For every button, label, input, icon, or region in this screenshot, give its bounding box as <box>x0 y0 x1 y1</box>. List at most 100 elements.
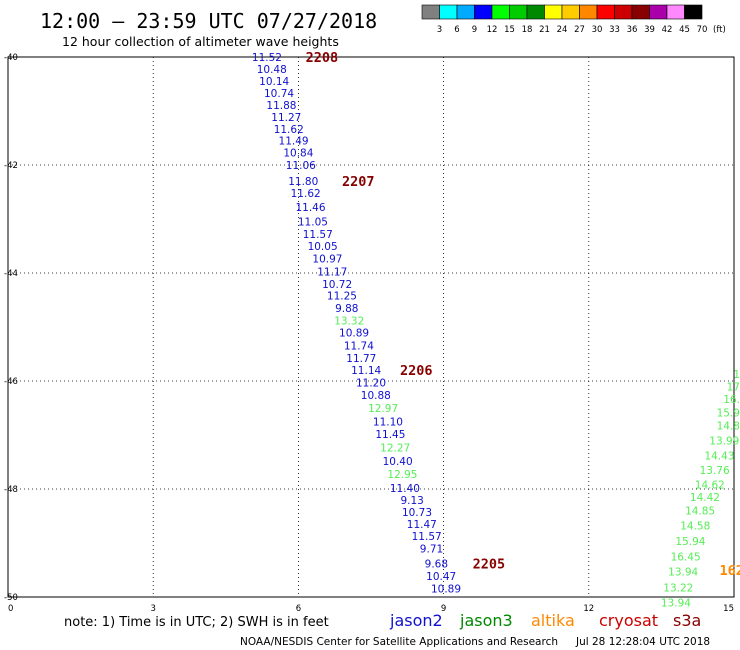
data-point-label: 11.77 <box>346 353 376 365</box>
data-point-label: 16.45 <box>671 552 701 564</box>
color-swatch <box>544 4 563 20</box>
color-swatch <box>491 4 510 20</box>
data-point-label: 13.22 <box>663 582 693 594</box>
plot-frame <box>7 56 735 598</box>
data-point-label: 11.47 <box>407 519 437 531</box>
pass-number-label: 2208 <box>306 50 339 66</box>
color-scale-label: 45 <box>679 25 690 35</box>
color-swatch <box>421 4 440 20</box>
data-point-label: 10.47 <box>426 571 456 583</box>
data-point-label: 1 <box>733 369 740 381</box>
data-point-label: 11.88 <box>266 100 296 112</box>
color-scale-label: 9 <box>472 25 477 35</box>
data-point-label: 11.10 <box>373 417 403 429</box>
data-point-label: 10.72 <box>322 279 352 291</box>
color-swatch <box>614 4 633 20</box>
footer-credit: NOAA/NESDIS Center for Satellite Applica… <box>240 636 558 648</box>
data-point-label: 10.05 <box>308 241 338 253</box>
satellite-legend: jason2 jason3 altika cryosat s3a <box>389 611 701 630</box>
color-scale-label: 30 <box>592 25 603 35</box>
x-tick-label: 9 <box>441 604 446 614</box>
data-point-label: 14.58 <box>680 521 710 533</box>
color-scale-label: 42 <box>662 25 673 35</box>
data-point-label: 14.8 <box>717 420 740 432</box>
chart-subtitle: 12 hour collection of altimeter wave hei… <box>62 34 339 49</box>
data-point-label: 12.95 <box>387 469 417 481</box>
data-point-label: 16. <box>723 394 740 406</box>
data-point-label: 9.88 <box>335 303 358 315</box>
color-scale-unit: (ft) <box>713 25 726 35</box>
color-swatch <box>684 4 703 20</box>
color-scale-label: 21 <box>539 25 550 35</box>
data-point-label: 11.74 <box>344 340 374 352</box>
data-point-label: 10.40 <box>383 456 413 468</box>
color-swatch <box>666 4 685 20</box>
x-tick-label: 12 <box>583 604 594 614</box>
data-point-label: 9.13 <box>400 495 423 507</box>
chart-axes: 0 3 6 9 12 15 -40 -42 -44 -46 -48 -50 <box>4 53 735 614</box>
data-point-label: 15.9 <box>717 407 740 419</box>
color-swatch <box>509 4 528 20</box>
data-point-label: 11.06 <box>286 160 316 172</box>
color-scale-legend: 3 6 9 12 15 18 21 24 27 30 33 36 39 42 45 70 (ft) <box>421 4 726 35</box>
data-point-label: 10.84 <box>283 148 313 160</box>
color-scale-label: 33 <box>609 25 620 35</box>
color-scale-label: 6 <box>454 25 459 35</box>
data-point-label: 11.46 <box>295 202 325 214</box>
data-point-label: 10.88 <box>361 390 391 402</box>
color-swatch <box>526 4 545 20</box>
data-point-label: 10.73 <box>402 507 432 519</box>
data-point-label: 11.62 <box>291 188 321 200</box>
data-point-label: 10.89 <box>431 583 461 595</box>
data-point-label: 11.27 <box>271 112 301 124</box>
pass-number-label: 1624 <box>719 563 740 579</box>
data-point-label: 11.52 <box>252 52 282 64</box>
color-swatch <box>439 4 458 20</box>
data-point-label: 10.97 <box>312 253 342 265</box>
y-tick-label: -50 <box>4 593 18 603</box>
y-tick-label: -40 <box>4 53 18 63</box>
footer-timestamp: Jul 28 12:28:04 UTC 2018 <box>575 636 710 648</box>
satellite-legend-altika: altika <box>531 611 575 630</box>
satellite-legend-jason2: jason2 <box>389 611 443 630</box>
data-point-label: 14.62 <box>695 480 725 492</box>
data-point-label: 13.76 <box>700 465 730 477</box>
data-point-label: 11.80 <box>288 176 318 188</box>
pass-number-label: 2206 <box>400 363 433 379</box>
color-scale-label: 24 <box>557 25 568 35</box>
y-tick-label: -42 <box>4 161 18 171</box>
data-point-label: 11.57 <box>412 531 442 543</box>
data-point-label: 9.68 <box>425 559 448 571</box>
pass-labels: 2208 2207 2206 2205 1624 <box>306 50 740 579</box>
data-point-label: 14.85 <box>685 506 715 518</box>
pass-number-label: 2205 <box>473 557 506 573</box>
color-scale-label: 3 <box>437 25 442 35</box>
data-point-label: 14.43 <box>704 451 734 463</box>
satellite-legend-jason3: jason3 <box>459 611 513 630</box>
data-point-label: 11.62 <box>274 124 304 136</box>
pass-number-label: 2207 <box>342 174 375 190</box>
color-scale-label: 12 <box>487 25 498 35</box>
data-point-label: 10.74 <box>264 88 294 100</box>
color-swatch <box>649 4 668 20</box>
y-tick-label: -46 <box>4 377 18 387</box>
data-point-label: 9.71 <box>420 543 443 555</box>
data-point-label: 11.49 <box>279 136 309 148</box>
color-swatch <box>456 4 475 20</box>
color-swatch <box>474 4 493 20</box>
color-swatch <box>631 4 650 20</box>
data-point-label: 13.94 <box>661 597 691 609</box>
data-point-label: 11.45 <box>375 429 405 441</box>
x-tick-label: 3 <box>150 604 155 614</box>
data-point-label: 10.89 <box>339 327 369 339</box>
chart-title: 12:00 — 23:59 UTC 07/27/2018 <box>40 9 377 33</box>
data-point-label: 11.17 <box>317 266 347 278</box>
color-scale-label: 39 <box>644 25 655 35</box>
satellite-legend-cryosat: cryosat <box>599 611 658 630</box>
data-point-label: 11.20 <box>356 378 386 390</box>
data-point-label: 12.27 <box>380 442 410 454</box>
data-point-label: 11.40 <box>390 483 420 495</box>
data-point-label: 11.57 <box>303 229 333 241</box>
